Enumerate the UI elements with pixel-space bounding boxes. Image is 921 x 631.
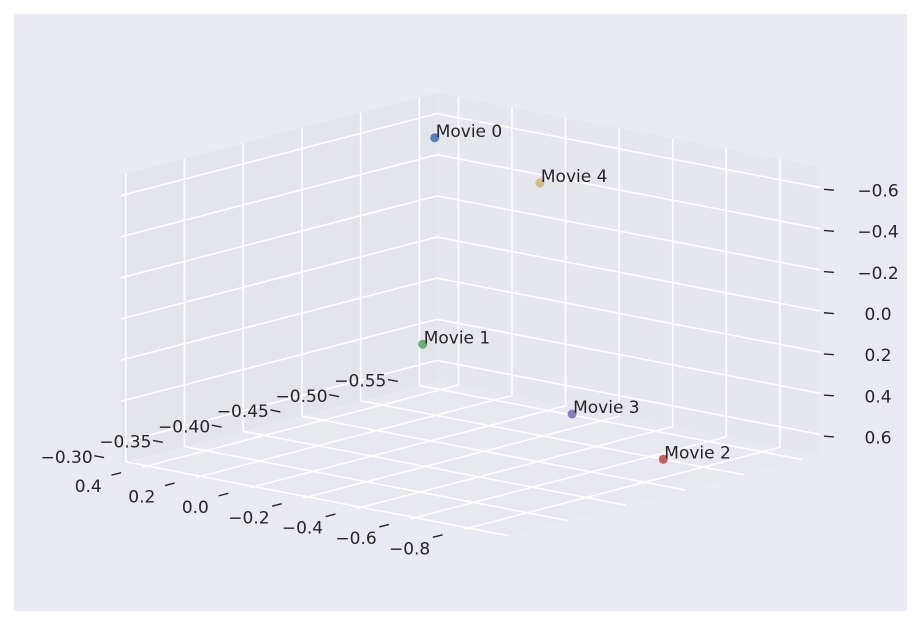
y-tick-label-3: −0.2: [228, 508, 269, 528]
z-grid-left-5: [120, 318, 438, 403]
z-grid-right-0: [436, 112, 821, 189]
z-tick-label-0: −0.6: [857, 182, 898, 202]
z-tick-label-4: 0.2: [864, 346, 891, 366]
data-point-labels: Movie 0 Movie 1 Movie 2 Movie 3 Movie 4: [424, 122, 731, 463]
point-label-3: Movie 3: [573, 398, 640, 418]
y-tick-0: [432, 534, 443, 538]
z-grid-right-2: [436, 195, 821, 271]
y-tick-3: [271, 503, 283, 507]
x-grid-floor-0: [125, 460, 509, 537]
z-grid-right-4: [436, 277, 821, 353]
z-grid-left-6: [120, 359, 438, 444]
y-grid-floor-2: [356, 425, 673, 510]
z-grid-left-0: [120, 112, 438, 197]
y-tick-label-6: 0.4: [75, 477, 102, 497]
z-grid-right-3: [436, 236, 821, 312]
axis-tick-labels: −0.30 −0.35 −0.40 −0.45 −0.50 −0.55 −0.8 −0.6 −0…: [41, 182, 899, 560]
y-grid-floor-0: [463, 446, 781, 531]
z-grid-left-2: [120, 195, 438, 279]
z-grid-right-1: [436, 153, 821, 230]
y-grid-floor-6: [142, 384, 459, 468]
z-grid-left-3: [120, 236, 438, 320]
x-grid-floor-1: [184, 445, 568, 522]
z-tick-1: [823, 229, 834, 232]
y-grid-floor-1: [410, 436, 727, 520]
point-1: [418, 339, 428, 349]
y-tick-5: [164, 482, 175, 487]
point-3: [567, 409, 577, 419]
z-tick-label-2: −0.2: [857, 264, 898, 284]
y-grid-floor-5: [195, 394, 513, 479]
y-grid-floor-3: [302, 415, 620, 499]
x-tick-1: [152, 439, 163, 444]
y-grid-floor-4: [249, 405, 566, 489]
x-tick-label-5: −0.55: [334, 372, 386, 392]
y-tick-label-2: −0.4: [282, 519, 323, 539]
x-grid-floor-3: [301, 415, 686, 491]
z-tick-label-1: −0.4: [857, 223, 898, 243]
x-grid-floor-4: [360, 400, 744, 476]
point-label-1: Movie 1: [424, 328, 491, 348]
x-tick-0: [94, 455, 105, 459]
x-tick-2: [211, 424, 222, 428]
data-points: [418, 133, 668, 464]
point-0: [430, 133, 440, 143]
y-tick-label-1: −0.6: [335, 529, 376, 549]
point-2: [658, 454, 668, 464]
z-tick-0: [823, 188, 834, 191]
x-tick-label-3: −0.45: [217, 402, 269, 422]
x-grid-floor-5: [419, 384, 803, 461]
z-grid-left-4: [120, 277, 438, 361]
floor-pane: [121, 381, 820, 537]
z-tick-4: [823, 353, 834, 356]
z-tick-5: [823, 394, 834, 397]
y-tick-2: [325, 513, 336, 518]
x-tick-label-0: −0.30: [41, 448, 93, 468]
x-tick-label-1: −0.35: [99, 433, 151, 453]
point-label-4: Movie 4: [541, 167, 608, 187]
point-4: [535, 178, 545, 188]
z-tick-label-3: 0.0: [864, 305, 891, 325]
x-grid-floor-2: [243, 430, 627, 507]
z-tick-label-6: 0.6: [864, 428, 891, 448]
y-tick-label-0: −0.8: [389, 539, 430, 559]
y-tick-1: [379, 523, 390, 528]
point-label-2: Movie 2: [664, 443, 731, 463]
x-tick-3: [270, 409, 281, 413]
point-label-0: Movie 0: [436, 122, 503, 142]
x-tick-label-2: −0.40: [158, 417, 210, 437]
axis-ticks: [94, 188, 834, 538]
y-tick-label-4: 0.0: [182, 498, 209, 518]
z-grid-left-1: [120, 153, 438, 238]
y-tick-4: [218, 492, 229, 497]
x-tick-4: [329, 394, 340, 398]
z-tick-label-5: 0.4: [864, 387, 891, 407]
y-tick-label-5: 0.2: [128, 488, 155, 508]
y-tick-6: [111, 471, 122, 476]
z-tick-3: [823, 312, 834, 315]
x-tick-5: [387, 378, 398, 383]
z-grid-right-5: [436, 318, 821, 395]
grid-lines: [120, 97, 821, 537]
z-tick-6: [823, 435, 834, 438]
z-grid-right-6: [436, 359, 821, 436]
z-tick-2: [823, 270, 834, 274]
x-tick-label-4: −0.50: [276, 387, 328, 407]
